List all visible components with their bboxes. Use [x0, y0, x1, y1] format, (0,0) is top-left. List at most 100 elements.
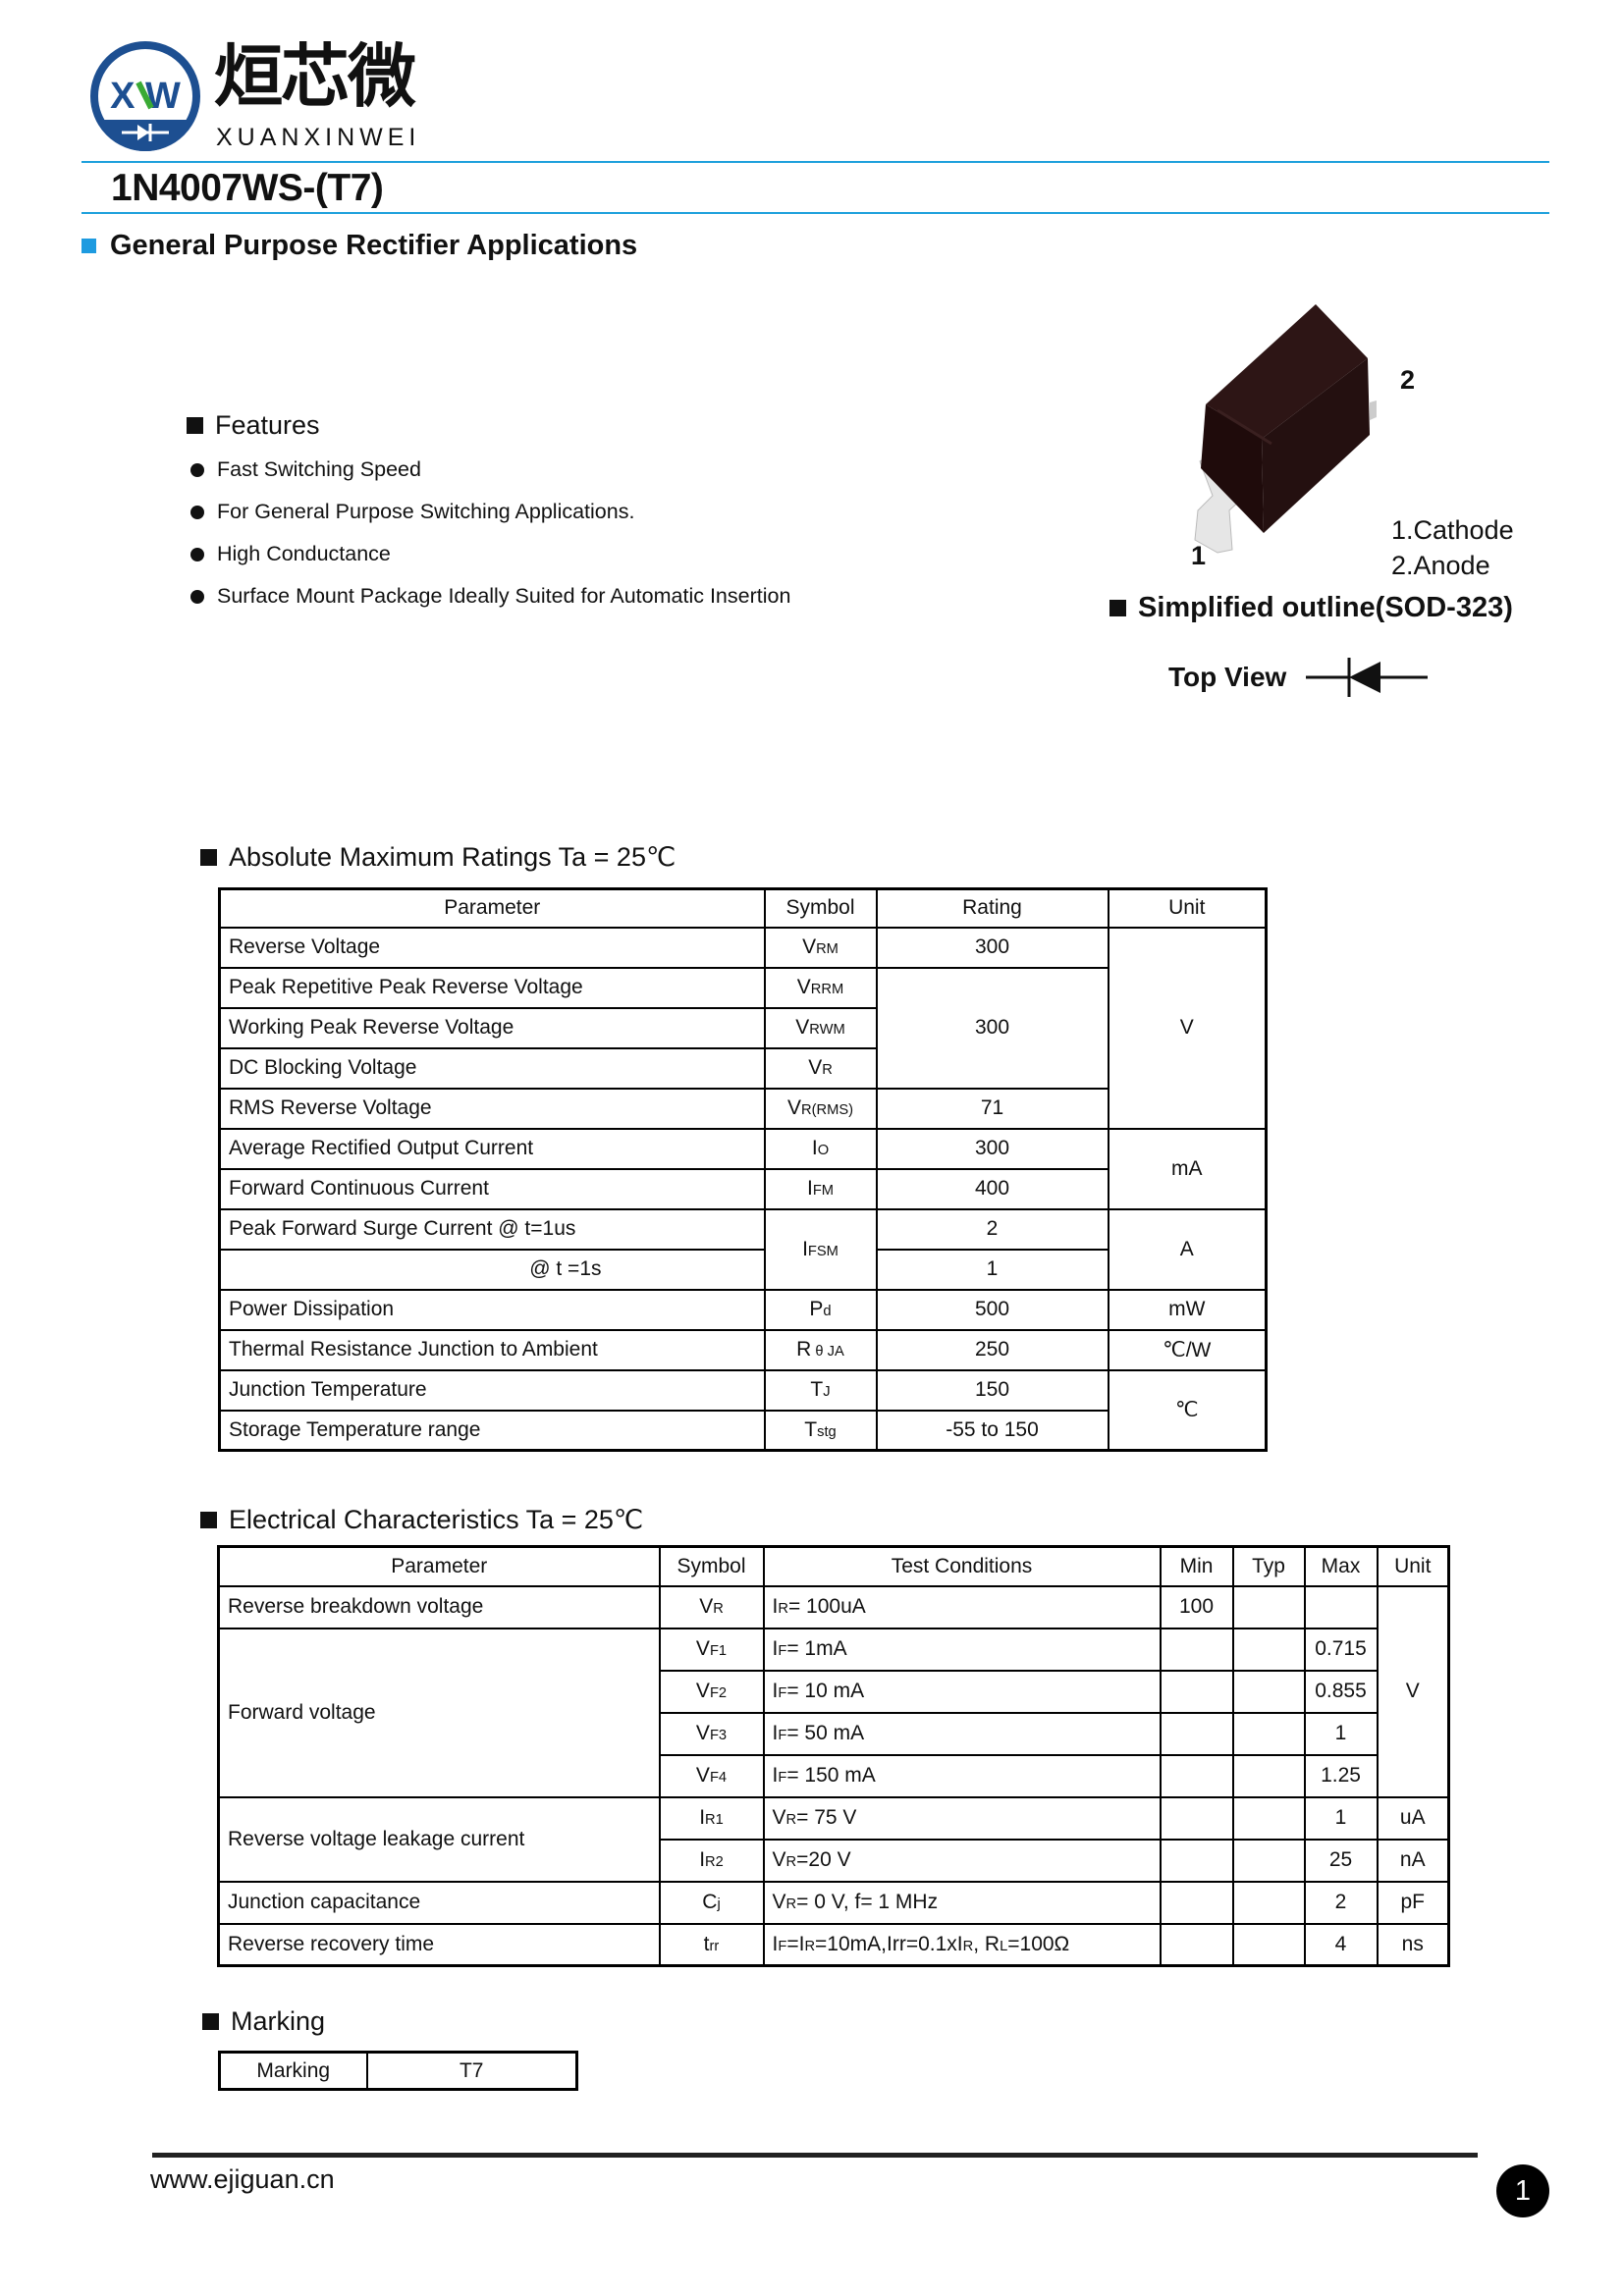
black-square-icon [1109, 600, 1126, 616]
unit-cell: uA [1376, 1795, 1450, 1841]
feature-item: Surface Mount Package Ideally Suited for… [190, 584, 790, 609]
feature-text: Fast Switching Speed [217, 457, 421, 481]
table-row: Working Peak Reverse Voltage VRWM [218, 1006, 1267, 1049]
subscript-text: F3 [709, 1728, 728, 1743]
rating-cell: 300 [875, 966, 1109, 1090]
param-cell: Thermal Resistance Junction to Ambient [218, 1328, 766, 1371]
pin-1-label: 1 [1191, 541, 1207, 570]
subtitle-text: General Purpose Rectifier Applications [110, 230, 638, 261]
table-row: Forward Continuous Current IFM 400 [218, 1167, 1267, 1210]
column-header: Unit [1107, 887, 1268, 929]
rating-cell: 2 [875, 1207, 1109, 1251]
cell-text: V [772, 1848, 786, 1871]
cell-text: = 50 mA [786, 1722, 865, 1744]
black-square-icon [187, 417, 203, 434]
min-cell [1159, 1795, 1234, 1841]
min-cell [1159, 1669, 1234, 1714]
cell-text: R [796, 1338, 812, 1361]
max-cell: 1 [1303, 1795, 1379, 1841]
table-row: Junction Temperature TJ 150 ℃ [218, 1368, 1268, 1452]
pin-legend-anode: 2.Anode [1391, 551, 1490, 580]
param-cell: Reverse voltage leakage current [217, 1795, 661, 1883]
feature-item: For General Purpose Switching Applicatio… [190, 500, 634, 524]
rating-cell: 300 [875, 926, 1109, 969]
symbol-cell: IO [763, 1127, 878, 1170]
logo-chinese-name: 烜芯微 [214, 38, 416, 115]
page-number: 1 [1514, 2174, 1532, 2207]
cell-text: = 150 mA [786, 1764, 876, 1787]
table-header-row: Parameter Symbol Rating Unit [218, 887, 1268, 929]
bullet-icon [190, 505, 204, 519]
column-header: Rating [875, 887, 1109, 929]
column-header: Symbol [658, 1545, 765, 1587]
diode-symbol-icon [1306, 658, 1428, 697]
cell-text: V [772, 1891, 786, 1913]
subscript-text: F [778, 1643, 787, 1659]
symbol-cell: IR1 [658, 1795, 765, 1841]
table-row: Reverse breakdown voltage VR IR= 100uA 100 V [217, 1584, 1450, 1798]
param-cell: @ t =1s [218, 1248, 766, 1291]
cell-text: I [772, 1764, 779, 1787]
subscript-text: O [817, 1143, 830, 1158]
symbol-cell: VR [763, 1046, 878, 1090]
max-cell: 25 [1303, 1838, 1379, 1883]
bullet-icon [190, 462, 204, 477]
typ-cell [1231, 1711, 1306, 1756]
rating-cell: 250 [875, 1328, 1109, 1371]
typ-cell [1231, 1838, 1306, 1883]
param-cell: Storage Temperature range [218, 1409, 766, 1452]
max-cell: 1 [1303, 1711, 1379, 1756]
table-header-row: Parameter Symbol Test Conditions Min Typ Max U… [217, 1545, 1450, 1587]
symbol-cell: VF4 [658, 1753, 765, 1798]
max-cell: 4 [1303, 1922, 1379, 1967]
pin-legend-cathode: 1.Cathode [1391, 515, 1514, 545]
symbol-cell: IR2 [658, 1838, 765, 1883]
subscript-text: R2 [705, 1854, 724, 1870]
cond-cell: IF= 1mA [762, 1627, 1162, 1672]
subscript-text: R [785, 1812, 797, 1828]
param-cell: Forward Continuous Current [218, 1167, 766, 1210]
table-row: Reverse Voltage VRM 300 V [218, 926, 1268, 1130]
typ-cell [1231, 1669, 1306, 1714]
table-row: Junction capacitance Cj VR= 0 V, f= 1 MHz 2… [217, 1880, 1450, 1925]
cell-text: C [702, 1891, 718, 1913]
table-row: Peak Forward Surge Current @ t=1us IFSM 2 A [218, 1207, 1268, 1291]
table-row: VF4 IF= 150 mA 1.25 [219, 1753, 1449, 1798]
subscript-text: F1 [709, 1643, 728, 1659]
column-header: Test Conditions [762, 1545, 1162, 1587]
cell-text: = 1mA [786, 1637, 847, 1660]
subtitle: General Purpose Rectifier Applications [81, 230, 637, 262]
blue-square-icon [81, 239, 96, 253]
subscript-text: θ JA [811, 1344, 844, 1360]
unit-cell: ns [1376, 1922, 1450, 1967]
unit-cell: pF [1376, 1880, 1450, 1925]
column-header: Max [1303, 1545, 1379, 1587]
symbol-cell: VR(RMS) [763, 1087, 878, 1130]
feature-text: Surface Mount Package Ideally Suited for… [217, 584, 791, 608]
cell-text: V [795, 1016, 810, 1039]
subscript-text: R [713, 1601, 724, 1617]
subscript-text: F [778, 1770, 787, 1786]
max-cell: 0.855 [1303, 1669, 1379, 1714]
cell-text: I [811, 1137, 818, 1159]
symbol-cell: R θ JA [763, 1328, 878, 1371]
cell-text: =100Ω [1007, 1932, 1070, 1955]
rating-cell: 71 [875, 1087, 1109, 1130]
cell-text: V [695, 1637, 710, 1660]
table-row: DC Blocking Voltage VR [218, 1046, 1267, 1090]
table-row: Peak Repetitive Peak Reverse Voltage VRRM… [218, 966, 1267, 1090]
marking-row: Marking T7 [218, 2051, 578, 2091]
cell-text: I [772, 1637, 779, 1660]
table-row: Power Dissipation Pd 500 mW [218, 1288, 1268, 1331]
page-title: 1N4007WS-(T7) [111, 167, 384, 209]
subscript-text: R [785, 1854, 797, 1870]
param-cell: Reverse recovery time [217, 1922, 661, 1967]
subscript-text: stg [817, 1423, 837, 1440]
cell-text: =I [786, 1932, 805, 1955]
max-cell [1303, 1584, 1379, 1629]
subscript-text: R [778, 1601, 788, 1617]
typ-cell [1231, 1627, 1306, 1672]
table-row: Forward voltage VF1 IF= 1mA 0.715 [217, 1627, 1449, 1798]
top-view-label: Top View [1168, 662, 1287, 692]
symbol-cell: VRRM [763, 966, 878, 1009]
